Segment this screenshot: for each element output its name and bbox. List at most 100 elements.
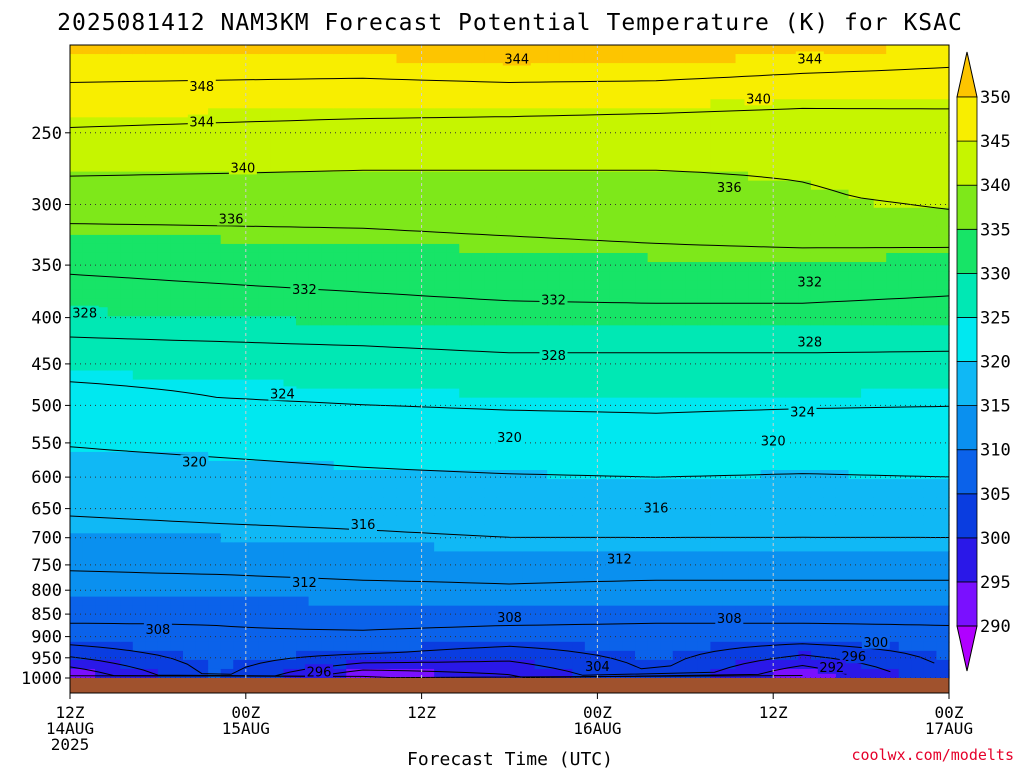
theta-cell	[183, 198, 197, 209]
theta-cell	[308, 189, 322, 200]
theta-cell	[120, 126, 134, 137]
theta-cell	[522, 271, 536, 281]
theta-cell	[559, 307, 573, 317]
theta-cell	[396, 451, 410, 462]
theta-cell	[195, 153, 209, 164]
theta-cell	[622, 533, 636, 543]
theta-cell	[233, 659, 247, 670]
theta-cell	[208, 198, 222, 209]
theta-cell	[823, 334, 837, 345]
theta-cell	[647, 225, 661, 236]
theta-cell	[622, 352, 636, 363]
theta-cell	[609, 171, 624, 182]
theta-cell	[170, 605, 184, 616]
theta-cell	[70, 497, 84, 507]
theta-cell	[471, 135, 485, 146]
theta-cell	[697, 126, 712, 137]
theta-cell	[660, 343, 674, 354]
theta-cell	[509, 650, 523, 661]
theta-cell	[748, 424, 762, 435]
theta-cell	[82, 497, 96, 507]
theta-cell	[609, 614, 624, 625]
theta-cell	[145, 605, 159, 616]
theta-cell	[823, 497, 837, 507]
theta-cell	[434, 641, 448, 652]
theta-cell	[145, 262, 159, 272]
theta-cell	[82, 388, 96, 399]
theta-cell	[748, 506, 762, 516]
theta-cell	[710, 225, 724, 236]
theta-cell	[559, 551, 573, 562]
theta-cell	[296, 451, 310, 462]
theta-cell	[195, 343, 209, 354]
theta-cell	[308, 551, 322, 562]
theta-cell	[283, 54, 297, 64]
theta-cell	[496, 524, 511, 534]
theta-cell	[132, 153, 146, 164]
theta-cell	[396, 271, 410, 281]
theta-cell	[697, 108, 712, 118]
theta-cell	[534, 442, 548, 453]
theta-cell	[308, 451, 322, 462]
theta-cell	[70, 506, 84, 516]
theta-cell	[672, 271, 686, 281]
theta-cell	[886, 650, 900, 661]
theta-cell	[609, 623, 624, 634]
theta-cell	[672, 153, 686, 164]
theta-cell	[685, 316, 699, 326]
theta-cell	[82, 623, 96, 634]
theta-cell	[446, 605, 460, 616]
theta-cell	[660, 533, 674, 543]
theta-cell	[798, 533, 812, 543]
theta-cell	[559, 180, 573, 191]
theta-cell	[446, 433, 460, 444]
theta-cell	[233, 271, 247, 281]
theta-cell	[710, 72, 724, 82]
theta-cell	[898, 442, 912, 453]
theta-cell	[383, 180, 398, 191]
theta-cell	[396, 298, 410, 308]
theta-cell	[383, 207, 398, 218]
theta-cell	[936, 225, 950, 236]
theta-cell	[735, 542, 749, 552]
theta-cell	[647, 63, 661, 73]
theta-cell	[220, 81, 234, 91]
theta-cell	[120, 216, 134, 227]
theta-cell	[722, 596, 737, 607]
theta-cell	[220, 189, 234, 200]
theta-cell	[371, 623, 385, 634]
theta-cell	[584, 370, 598, 381]
theta-cell	[258, 352, 272, 363]
theta-cell	[861, 216, 875, 227]
theta-cell	[321, 524, 335, 534]
theta-cell	[622, 451, 636, 462]
theta-cell	[157, 524, 172, 534]
theta-cell	[170, 207, 184, 218]
theta-cell	[773, 506, 787, 516]
theta-cell	[848, 343, 862, 354]
theta-cell	[70, 63, 84, 73]
theta-cell	[911, 63, 925, 73]
theta-cell	[70, 216, 84, 227]
theta-cell	[534, 63, 548, 73]
theta-cell	[95, 361, 109, 372]
theta-cell	[170, 560, 184, 571]
theta-cell	[873, 252, 887, 263]
theta-cell	[923, 325, 938, 335]
theta-cell	[107, 298, 121, 308]
theta-cell	[848, 433, 862, 444]
theta-cell	[471, 433, 485, 444]
theta-cell	[572, 298, 586, 308]
theta-cell	[346, 361, 360, 372]
theta-cell	[371, 442, 385, 453]
theta-cell	[296, 614, 310, 625]
theta-cell	[522, 397, 536, 408]
theta-cell	[660, 488, 674, 498]
theta-cell	[559, 641, 573, 652]
theta-cell	[446, 596, 460, 607]
theta-cell	[396, 641, 410, 652]
theta-cell	[748, 515, 762, 525]
theta-cell	[95, 252, 109, 263]
theta-cell	[496, 162, 511, 173]
theta-cell	[484, 488, 498, 498]
